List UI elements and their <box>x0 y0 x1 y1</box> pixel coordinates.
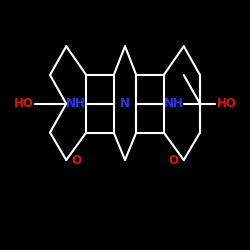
Text: O: O <box>71 154 81 166</box>
Text: HO: HO <box>216 97 236 110</box>
Text: NH: NH <box>66 97 86 110</box>
Text: O: O <box>169 154 179 166</box>
Text: NH: NH <box>164 97 184 110</box>
Text: N: N <box>120 97 130 110</box>
Text: HO: HO <box>14 97 34 110</box>
